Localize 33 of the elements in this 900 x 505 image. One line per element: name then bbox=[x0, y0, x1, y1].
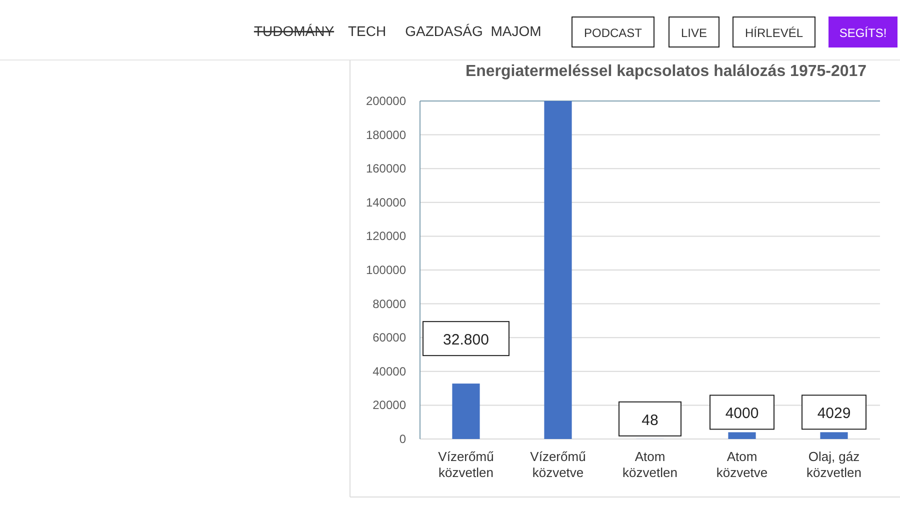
y-tick-label: 200000 bbox=[366, 94, 406, 108]
y-tick-label: 80000 bbox=[372, 296, 406, 311]
y-tick-label: 180000 bbox=[366, 128, 406, 142]
y-tick-label: 40000 bbox=[372, 364, 406, 378]
text: TECH bbox=[348, 23, 386, 39]
y-tick-label: 0 bbox=[399, 432, 406, 446]
x-tick-label: Vízerőmű közvetve bbox=[530, 449, 586, 480]
x-tick-label: Olaj, gáz közvetlen bbox=[806, 449, 862, 480]
x-tick-label: Vízerőmű közvetlen bbox=[438, 449, 494, 480]
data-label: 48 bbox=[642, 412, 658, 429]
text: PODCAST bbox=[584, 26, 643, 40]
y-tick-label: 20000 bbox=[372, 398, 406, 412]
data-label: 4029 bbox=[817, 405, 851, 422]
data-label: 32.800 bbox=[443, 332, 489, 349]
chart-title: Energiatermeléssel kapcsolatos halálozás 1975-2017 bbox=[465, 63, 867, 80]
text: GAZDASÁG bbox=[405, 23, 483, 39]
y-tick-label: 160000 bbox=[366, 162, 406, 176]
bar bbox=[728, 432, 756, 439]
text: MAJOM bbox=[490, 23, 542, 39]
text: TUDOMÁNY bbox=[254, 23, 335, 39]
y-tick-label: 60000 bbox=[372, 330, 406, 345]
y-tick-label: 100000 bbox=[366, 263, 406, 277]
text: SEGÍTS! bbox=[839, 26, 887, 40]
x-tick-label: Atom közvetve bbox=[716, 449, 768, 480]
x-tick-label: Atom közvetlen bbox=[622, 449, 678, 480]
bar bbox=[544, 101, 572, 439]
bar bbox=[452, 384, 480, 439]
y-tick-label: 140000 bbox=[366, 195, 406, 210]
bar bbox=[820, 432, 848, 439]
text: HÍRLEVÉL bbox=[744, 26, 804, 40]
y-tick-label: 120000 bbox=[366, 229, 406, 244]
data-label: 4000 bbox=[725, 405, 759, 422]
text: LIVE bbox=[680, 26, 708, 40]
